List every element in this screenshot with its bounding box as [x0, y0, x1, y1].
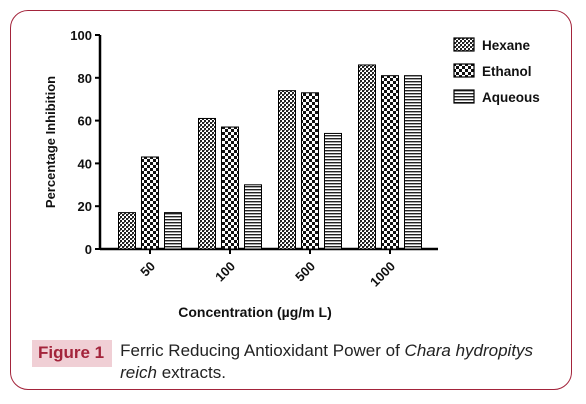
y-tick-label: 100 [70, 28, 92, 43]
bar-aqueous-50 [164, 212, 182, 250]
y-tick-label: 60 [78, 114, 92, 129]
bar-ethanol-1000 [381, 75, 399, 250]
bar-chart: 0 20 40 60 80 100 50 100 500 1000 Percentage Inh… [43, 28, 540, 320]
bar-hexane-1000 [358, 64, 376, 250]
x-tick-label: 50 [137, 259, 158, 280]
caption-text-end: extracts. [156, 363, 226, 382]
bar-hexane-500 [278, 90, 296, 250]
legend-swatch-aqueous [453, 89, 475, 104]
x-axis-title: Concentration (µg/m L) [178, 304, 332, 320]
legend-label-ethanol: Ethanol [482, 64, 532, 79]
x-tick-label: 1000 [367, 259, 398, 290]
legend-label-hexane: Hexane [482, 38, 531, 53]
legend-swatch-ethanol [453, 63, 475, 78]
bar-hexane-100 [198, 117, 216, 250]
bar-aqueous-1000 [404, 75, 422, 250]
caption-text: Ferric Reducing Antioxidant Power of Cha… [120, 340, 540, 384]
bar-ethanol-500 [301, 92, 319, 250]
y-tick-label: 40 [78, 156, 92, 171]
y-tick-label: 0 [85, 242, 92, 257]
x-tick-label: 500 [292, 259, 318, 285]
chart-legend: Hexane Ethanol Aqueous [453, 37, 540, 105]
figure-label: Figure 1 [32, 340, 113, 367]
figure-caption: Figure 1 Ferric Reducing Antioxidant Powe… [32, 340, 562, 384]
bar-ethanol-100 [221, 126, 239, 250]
y-tick-label: 20 [78, 199, 92, 214]
legend-swatch-hexane [453, 37, 475, 52]
legend-label-aqueous: Aqueous [482, 90, 540, 105]
bar-aqueous-100 [244, 184, 262, 250]
x-tick-label: 100 [212, 259, 238, 285]
bar-ethanol-50 [141, 156, 159, 250]
caption-text-start: Ferric Reducing Antioxidant Power of [120, 341, 405, 360]
caption-species-authority: reich [120, 363, 157, 382]
bar-hexane-50 [118, 212, 136, 250]
caption-species-name: Chara hydropitys [404, 341, 534, 360]
y-tick-label: 80 [78, 71, 92, 86]
y-axis-title: Percentage Inhibition [43, 76, 58, 208]
bar-aqueous-500 [324, 132, 342, 250]
